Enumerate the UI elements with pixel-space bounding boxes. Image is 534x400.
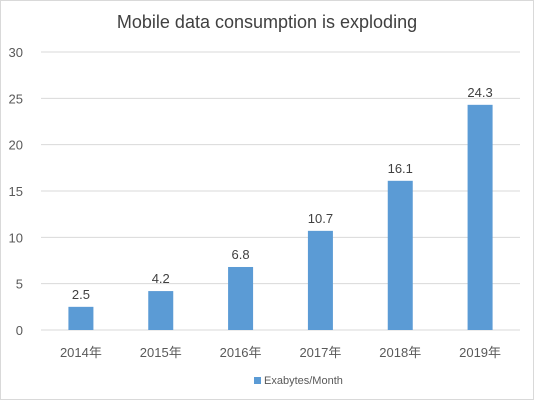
data-label: 16.1 <box>388 161 413 176</box>
y-tick-label: 20 <box>9 138 23 153</box>
bar <box>387 180 413 330</box>
legend: Exabytes/Month <box>254 375 343 387</box>
y-tick-label: 30 <box>9 45 23 60</box>
data-label: 6.8 <box>232 247 250 262</box>
y-tick-label: 5 <box>16 277 23 292</box>
bar <box>148 291 174 330</box>
x-tick-label: 2019年 <box>459 345 501 360</box>
x-axis-ticks: 2014年 2015年 2016年 2017年 2018年 2019年 <box>60 345 501 360</box>
y-tick-label: 0 <box>16 323 23 338</box>
legend-swatch <box>254 377 261 384</box>
bar <box>307 230 333 330</box>
data-label: 10.7 <box>308 211 333 226</box>
legend-label: Exabytes/Month <box>264 375 343 387</box>
data-label: 24.3 <box>467 85 492 100</box>
data-labels: 2.5 4.2 6.8 10.7 16.1 24.3 <box>72 85 493 302</box>
x-tick-label: 2015年 <box>140 345 182 360</box>
y-tick-label: 10 <box>9 230 23 245</box>
x-tick-label: 2017年 <box>299 345 341 360</box>
bar <box>68 306 94 330</box>
y-tick-label: 25 <box>9 91 23 106</box>
bar <box>228 266 254 330</box>
x-tick-label: 2014年 <box>60 345 102 360</box>
bars <box>68 104 493 330</box>
x-tick-label: 2016年 <box>220 345 262 360</box>
data-label: 2.5 <box>72 287 90 302</box>
chart-title: Mobile data consumption is exploding <box>117 12 417 32</box>
bar <box>467 104 493 330</box>
data-label: 4.2 <box>152 271 170 286</box>
y-axis-ticks: 0 5 10 15 20 25 30 <box>9 45 23 338</box>
y-tick-label: 15 <box>9 184 23 199</box>
x-tick-label: 2018年 <box>379 345 421 360</box>
gridlines <box>41 51 520 331</box>
